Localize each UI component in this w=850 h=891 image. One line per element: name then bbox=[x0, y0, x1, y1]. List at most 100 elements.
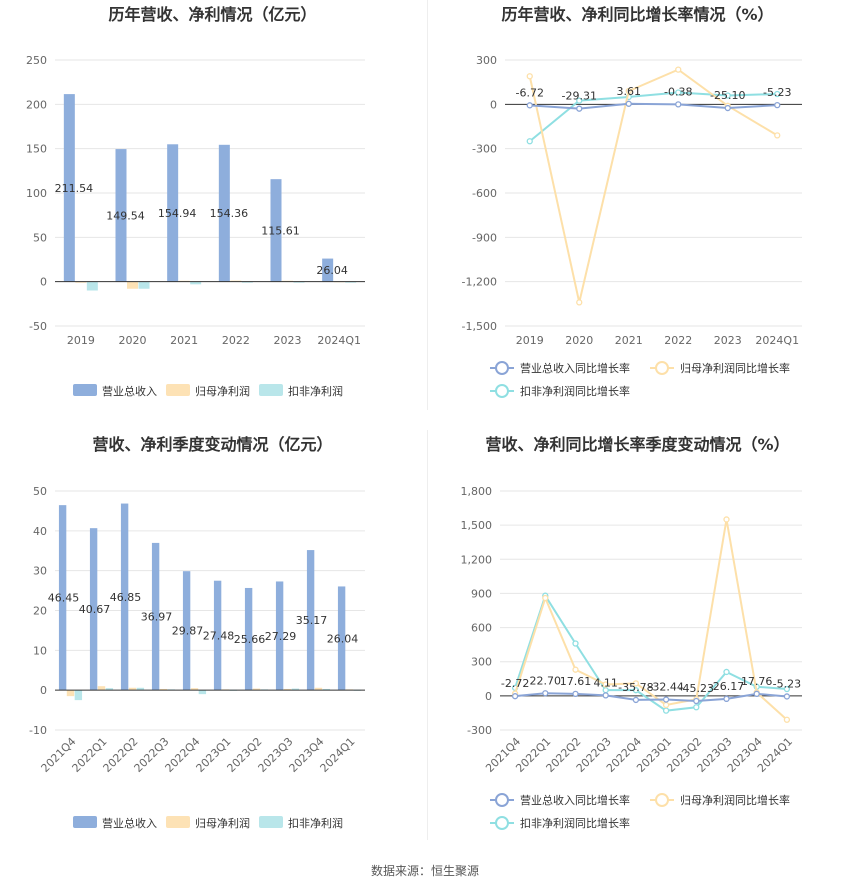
series-point bbox=[693, 697, 700, 705]
annual-growth-line-chart: 历年营收、净利同比增长率情况（%） -1,500 -1,200 -900 -600 -30… bbox=[425, 0, 850, 410]
y-tick-label: 1,200 bbox=[461, 553, 493, 566]
series-point bbox=[662, 701, 670, 709]
y-tick-label: 50 bbox=[33, 231, 47, 244]
y-tick-label: -1,200 bbox=[462, 276, 497, 289]
bar-deducted-profit bbox=[105, 688, 114, 691]
bar-data-label: 26.04 bbox=[327, 632, 359, 645]
x-tick-label: 2019 bbox=[67, 334, 95, 347]
legend-swatch bbox=[166, 384, 190, 396]
y-tick-label: 1,500 bbox=[461, 519, 493, 532]
bar-net-profit bbox=[252, 688, 261, 691]
chart-title: 营收、净利季度变动情况（亿元） bbox=[92, 435, 332, 454]
series-point bbox=[774, 101, 781, 109]
quarter-growth-line-chart-svg: 营收、净利同比增长率季度变动情况（%） -300 0 300 600 900 1,200 1,… bbox=[461, 435, 802, 830]
bar-net-profit bbox=[128, 687, 137, 691]
bar-revenue bbox=[322, 258, 334, 282]
y-tick-label: -300 bbox=[472, 143, 497, 156]
series-point bbox=[526, 73, 533, 80]
line-data-label: 3.61 bbox=[617, 85, 642, 98]
bar-deducted-profit bbox=[136, 687, 145, 691]
series-point bbox=[783, 685, 791, 693]
legend-label: 扣非净利润 bbox=[288, 384, 343, 398]
series-line-revenue bbox=[529, 102, 778, 110]
bar-revenue bbox=[218, 144, 230, 282]
series-point bbox=[632, 696, 640, 704]
bar-revenue bbox=[275, 581, 284, 691]
bar-net-profit bbox=[66, 690, 75, 697]
bar-deducted-profit bbox=[190, 281, 202, 285]
line-data-label: 17.61 bbox=[560, 675, 592, 688]
annual-bar-chart-svg: 历年营收、净利情况（亿元） -50 0 50 100 150 200 250 2019 2020 2… bbox=[26, 5, 365, 398]
y-tick-label: 0 bbox=[40, 276, 47, 289]
series-line-net-profit bbox=[514, 519, 788, 721]
bar-deducted-profit bbox=[86, 281, 98, 291]
legend-label: 归母净利润 bbox=[195, 816, 250, 830]
legend-marker bbox=[495, 793, 509, 807]
line-data-label: -32.44 bbox=[648, 681, 683, 694]
line-data-label: 17.76 bbox=[741, 675, 773, 688]
chart-title: 营收、净利同比增长率季度变动情况（%） bbox=[485, 435, 789, 454]
legend-marker bbox=[495, 384, 509, 398]
y-tick-label: 600 bbox=[471, 622, 492, 635]
series-point bbox=[542, 594, 549, 602]
line-data-label: -25.10 bbox=[710, 89, 745, 102]
bar-data-label: 27.29 bbox=[265, 630, 297, 643]
x-tick-label: 2023 bbox=[714, 334, 742, 347]
quarter-growth-line-chart: 营收、净利同比增长率季度变动情况（%） -300 0 300 600 900 1,200 1,… bbox=[425, 430, 850, 850]
bar-revenue bbox=[182, 571, 191, 691]
x-tick-label: 2024Q1 bbox=[317, 334, 361, 347]
bar-net-profit bbox=[97, 686, 106, 691]
bar-revenue bbox=[151, 542, 160, 691]
bar-deducted-profit bbox=[138, 281, 150, 289]
legend-swatch bbox=[73, 384, 97, 396]
series-point bbox=[693, 704, 700, 711]
series-point bbox=[723, 516, 730, 523]
x-tick-label: 2022 bbox=[664, 334, 692, 347]
series-point bbox=[572, 640, 579, 647]
series-point bbox=[542, 690, 549, 697]
x-tick-label: 2024Q1 bbox=[755, 334, 799, 347]
bar-revenue bbox=[306, 550, 315, 691]
bar-data-label: 36.97 bbox=[141, 611, 173, 624]
series-point bbox=[662, 696, 670, 703]
y-tick-label: 40 bbox=[33, 525, 47, 538]
line-data-label: -26.17 bbox=[709, 680, 744, 693]
bar-revenue bbox=[213, 580, 222, 691]
series-point bbox=[662, 707, 670, 714]
vertical-divider-bottom bbox=[427, 430, 428, 840]
legend-label: 营业总收入 bbox=[102, 384, 157, 398]
series-point bbox=[576, 105, 583, 112]
series-point bbox=[774, 90, 781, 98]
bar-data-label: 25.66 bbox=[234, 633, 266, 646]
line-data-label: 22.70 bbox=[530, 674, 562, 687]
x-tick-label: 2020 bbox=[565, 334, 593, 347]
y-tick-label: 200 bbox=[26, 98, 47, 111]
bar-net-profit bbox=[314, 687, 323, 691]
quarter-bar-chart: 营收、净利季度变动情况（亿元） -10 0 10 20 30 40 50 2021Q4 2022Q… bbox=[0, 430, 425, 850]
y-tick-label: 1,800 bbox=[461, 485, 493, 498]
bar-data-label: 29.87 bbox=[172, 625, 204, 638]
series-point bbox=[723, 695, 730, 702]
line-data-label: -0.38 bbox=[664, 85, 692, 98]
legend-marker bbox=[655, 793, 669, 807]
series-point bbox=[724, 92, 731, 99]
quarter-bar-chart-svg: 营收、净利季度变动情况（亿元）-10010203040502021Q42022Q… bbox=[29, 435, 365, 830]
series-point bbox=[783, 716, 791, 723]
series-point bbox=[625, 87, 632, 95]
legend-swatch bbox=[259, 816, 283, 828]
chart-title: 历年营收、净利同比增长率情况（%） bbox=[501, 5, 773, 24]
series-point bbox=[511, 693, 519, 700]
series-point bbox=[526, 102, 533, 109]
vertical-divider-top bbox=[427, 0, 428, 410]
series-point bbox=[675, 89, 682, 96]
bar-revenue bbox=[337, 586, 346, 691]
bar-data-label: 27.48 bbox=[203, 629, 235, 642]
series-line-revenue bbox=[515, 692, 787, 703]
legend-label: 营业总收入同比增长率 bbox=[520, 793, 630, 807]
x-tick-label: 2023 bbox=[274, 334, 302, 347]
annual-growth-line-chart-svg: 历年营收、净利同比增长率情况（%） -1,500 -1,200 -900 -600 -30… bbox=[462, 5, 802, 398]
legend-marker bbox=[495, 361, 509, 375]
line-data-label: -2.72 bbox=[501, 677, 529, 690]
legend-label: 营业总收入 bbox=[102, 816, 157, 830]
bar-deducted-profit bbox=[322, 688, 331, 691]
